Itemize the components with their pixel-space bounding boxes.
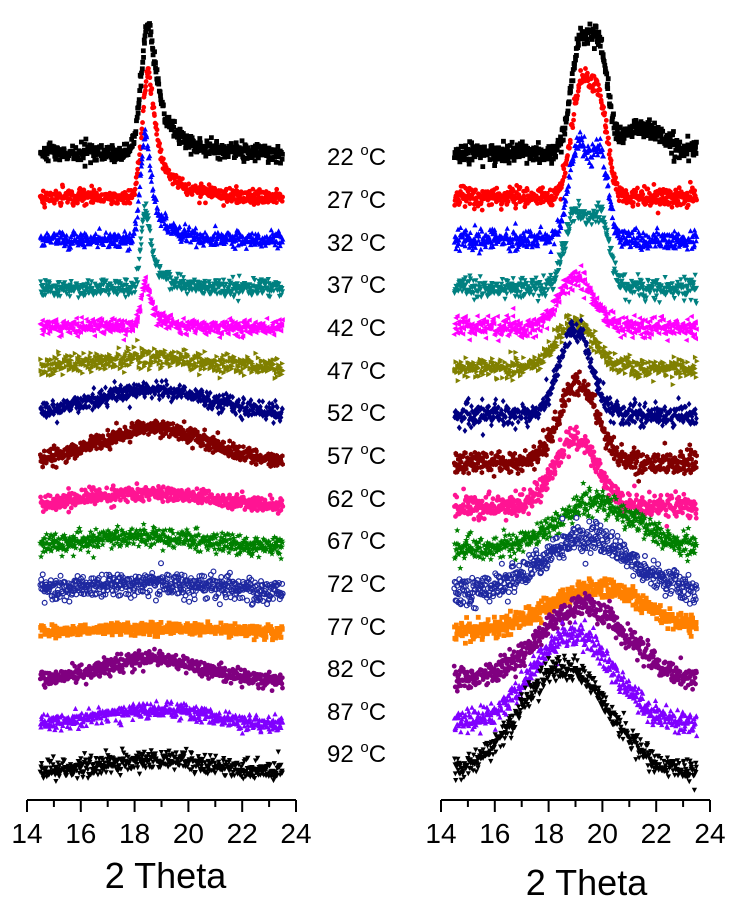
data-points [38, 481, 286, 516]
series-right-87c [451, 617, 700, 739]
x-tick-label: 16 [65, 818, 96, 849]
data-points [451, 653, 699, 793]
x-tick-label: 24 [280, 818, 311, 849]
data-points [38, 201, 286, 304]
series-left-22c [38, 21, 285, 169]
series-left-92c [37, 746, 285, 785]
series-left-62c [38, 481, 286, 516]
series-left-77c [38, 619, 285, 643]
series-right-22c [452, 21, 699, 170]
temperature-label-32: 32 oC [327, 228, 386, 257]
series-left-67c [37, 520, 286, 562]
temperature-label-27: 27 oC [327, 185, 386, 214]
x-tick-label: 24 [694, 818, 725, 849]
data-points [37, 66, 285, 210]
right-x-axis: 14 16 18 20 22 24 2 Theta [425, 799, 726, 897]
data-points [37, 560, 286, 608]
data-points [37, 646, 285, 694]
temperature-label-72: 72 oC [327, 569, 386, 598]
data-points [452, 317, 699, 438]
data-points [38, 377, 285, 426]
data-points [38, 619, 285, 643]
series-right-32c [451, 129, 700, 256]
data-points [451, 198, 700, 307]
series-left-47c [38, 337, 286, 382]
series-left-82c [37, 646, 285, 694]
data-points [37, 126, 286, 253]
series-right-82c [451, 590, 699, 694]
temperature-label-57: 57 oC [327, 441, 386, 470]
data-points [452, 66, 699, 216]
data-points [452, 576, 699, 646]
series-right-72c [451, 514, 700, 612]
data-points [37, 520, 286, 562]
data-points [38, 418, 285, 470]
data-points [38, 337, 286, 382]
series-left-27c [37, 66, 285, 210]
temperature-label-67: 67 oC [327, 526, 386, 555]
data-points [451, 369, 699, 484]
series-right-27c [452, 66, 699, 216]
series-left-87c [37, 698, 286, 736]
x-axis-title: 2 Theta [526, 862, 648, 897]
series-right-67c [451, 479, 700, 571]
x-tick-label: 22 [227, 818, 258, 849]
x-tick-label: 18 [533, 818, 564, 849]
series-right-42c [451, 262, 699, 344]
data-points [451, 262, 699, 344]
series-right-62c [452, 424, 699, 529]
temperature-label-87: 87 oC [327, 697, 386, 726]
series-left-32c [37, 126, 286, 253]
x-axis-title: 2 Theta [105, 855, 227, 896]
temperature-label-62: 62 oC [327, 484, 386, 513]
series-right-92c [451, 653, 699, 793]
temperature-labels: 22 oC 27 oC 32 oC 37 oC 42 oC 47 oC 52 oC 57 oC… [327, 142, 386, 768]
left-panel [37, 21, 286, 785]
data-points [452, 21, 699, 170]
x-tick-label: 14 [11, 818, 42, 849]
x-tick-label: 20 [173, 818, 204, 849]
temperature-label-22: 22 oC [327, 142, 386, 171]
temperature-label-52: 52 oC [327, 398, 386, 427]
temperature-label-92: 92 oC [327, 739, 386, 768]
x-tick-label: 18 [119, 818, 150, 849]
right-panel [451, 21, 700, 793]
temperature-label-37: 37 oC [327, 270, 386, 299]
data-points [451, 479, 700, 571]
data-points [37, 698, 286, 736]
temperature-label-42: 42 oC [327, 313, 386, 342]
series-left-72c [37, 560, 286, 608]
series-right-77c [452, 576, 699, 646]
data-points [38, 21, 285, 169]
series-left-42c [37, 274, 285, 343]
series-right-37c [451, 198, 700, 307]
left-x-axis: 14 16 18 20 22 24 2 Theta [11, 799, 312, 896]
series-left-52c [38, 377, 285, 426]
data-points [451, 129, 700, 256]
data-points [452, 424, 699, 529]
data-points [37, 746, 285, 785]
data-points [451, 617, 700, 739]
series-right-52c [452, 317, 699, 438]
x-tick-label: 14 [425, 818, 456, 849]
temperature-label-77: 77 oC [327, 612, 386, 641]
x-tick-label: 22 [641, 818, 672, 849]
x-tick-label: 16 [479, 818, 510, 849]
data-points [451, 590, 699, 694]
series-left-37c [38, 201, 286, 304]
temperature-label-82: 82 oC [327, 654, 386, 683]
data-points [37, 274, 285, 343]
data-points [451, 514, 700, 612]
series-left-57c [38, 418, 285, 470]
x-tick-label: 20 [587, 818, 618, 849]
series-right-57c [451, 369, 699, 484]
temperature-label-47: 47 oC [327, 356, 386, 385]
